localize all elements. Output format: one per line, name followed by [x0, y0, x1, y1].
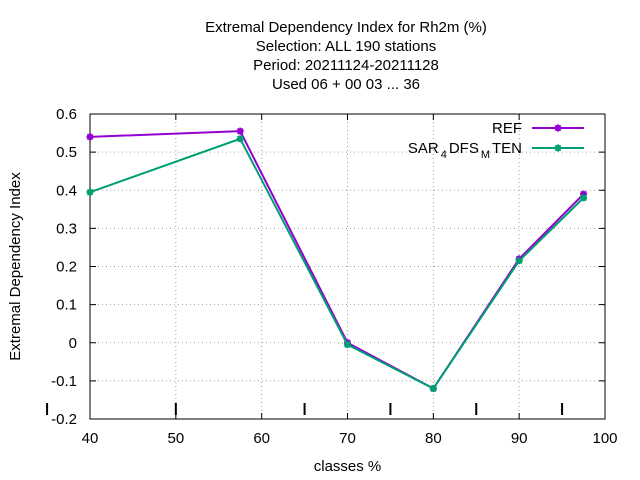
data-point — [429, 385, 437, 392]
x-tick-label: 60 — [253, 430, 270, 447]
axes: 40 50 60 70 80 90 100 -0.2 -0.1 0 0.1 0.2 0.3 0.4 0.5 0… — [46, 106, 618, 447]
legend-label-part: TEN — [492, 140, 522, 157]
legend: REF SAR 4 DFS M TEN — [408, 120, 584, 161]
legend-label-part: DFS — [449, 140, 479, 157]
data-point — [86, 133, 94, 141]
y-tick-label: -0.2 — [51, 411, 77, 428]
legend-label-part: 4 — [441, 149, 447, 161]
title-line: Used 06 + 00 03 ... 36 — [272, 76, 420, 93]
data-point — [580, 190, 588, 198]
data-point — [515, 257, 523, 265]
grid — [90, 114, 605, 419]
data-point — [344, 341, 351, 349]
legend-label-part: M — [481, 149, 490, 161]
y-tick-label: 0 — [69, 335, 77, 352]
title-line: Period: 20211124-20211128 — [253, 57, 439, 74]
data-point — [86, 188, 94, 196]
y-tick-label: 0.5 — [56, 144, 77, 161]
y-tick-label: 0.3 — [56, 220, 77, 237]
series-1 — [86, 135, 588, 392]
y-tick-label: 0.1 — [56, 297, 77, 314]
data-point — [554, 144, 562, 152]
series-line — [89, 137, 585, 390]
y-tick-label: 0.4 — [56, 182, 77, 199]
data-point — [236, 135, 244, 143]
x-tick-label: 80 — [425, 430, 442, 447]
x-tick-label: 50 — [167, 430, 184, 447]
y-tick-label: 0.2 — [56, 259, 77, 276]
data-point — [554, 124, 562, 132]
legend-label-part: SAR — [408, 140, 439, 157]
title-line: Selection: ALL 190 stations — [256, 38, 436, 55]
y-tick-label: -0.1 — [51, 373, 77, 390]
x-tick-label: 40 — [82, 430, 99, 447]
series-line — [89, 130, 585, 390]
data-point — [580, 194, 588, 202]
series-layer — [86, 127, 588, 392]
y-tick-label: 0.6 — [56, 106, 77, 123]
x-tick-label: 70 — [339, 430, 356, 447]
x-tick-label: 100 — [592, 430, 617, 447]
x-axis-label: classes % — [314, 458, 382, 475]
legend-label: SAR 4 DFS M TEN — [408, 140, 522, 161]
x-tick-label: 90 — [511, 430, 528, 447]
data-point — [236, 127, 244, 135]
chart-title: Extremal Dependency Index for Rh2m (%) Se… — [205, 19, 487, 93]
legend-label: REF — [492, 120, 522, 137]
title-line: Extremal Dependency Index for Rh2m (%) — [205, 19, 487, 36]
y-axis-label: Extremal Dependency Index — [7, 172, 24, 361]
